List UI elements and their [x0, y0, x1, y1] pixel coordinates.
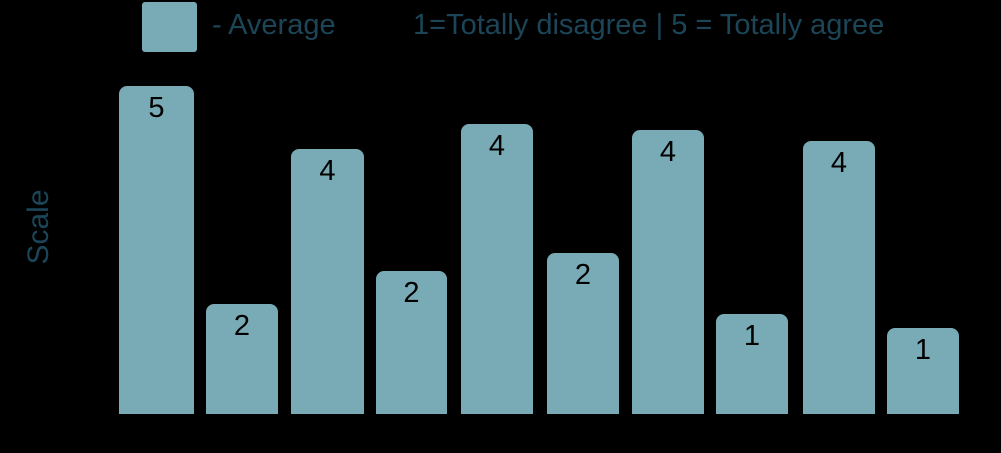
bar-value-label: 2 [403, 277, 420, 309]
bar-value-label: 1 [914, 334, 932, 366]
bar-value-label: 4 [488, 130, 506, 162]
bar: 4 [291, 149, 364, 414]
bar: 2 [376, 271, 447, 414]
bar-value-label: 5 [148, 92, 165, 124]
bar-value-label: 4 [830, 147, 848, 179]
bar: 2 [547, 253, 619, 414]
bar: 4 [803, 141, 875, 414]
bar: 4 [461, 124, 533, 414]
bar: 1 [716, 314, 788, 414]
bar: 4 [632, 130, 704, 414]
bar-value-label: 1 [743, 320, 761, 352]
bar-value-label: 4 [319, 155, 336, 187]
legend-color-swatch [142, 2, 197, 52]
bar: 1 [887, 328, 959, 414]
legend-label: - Average [212, 9, 336, 41]
bar-value-label: 2 [233, 310, 251, 342]
scale-note: 1=Totally disagree | 5 = Totally agree [413, 9, 885, 41]
bar: 5 [119, 86, 194, 414]
bar: 2 [206, 304, 278, 414]
bar-value-label: 4 [659, 136, 677, 168]
bar-value-label: 2 [574, 259, 592, 291]
y-axis-label: Scale [22, 189, 55, 265]
